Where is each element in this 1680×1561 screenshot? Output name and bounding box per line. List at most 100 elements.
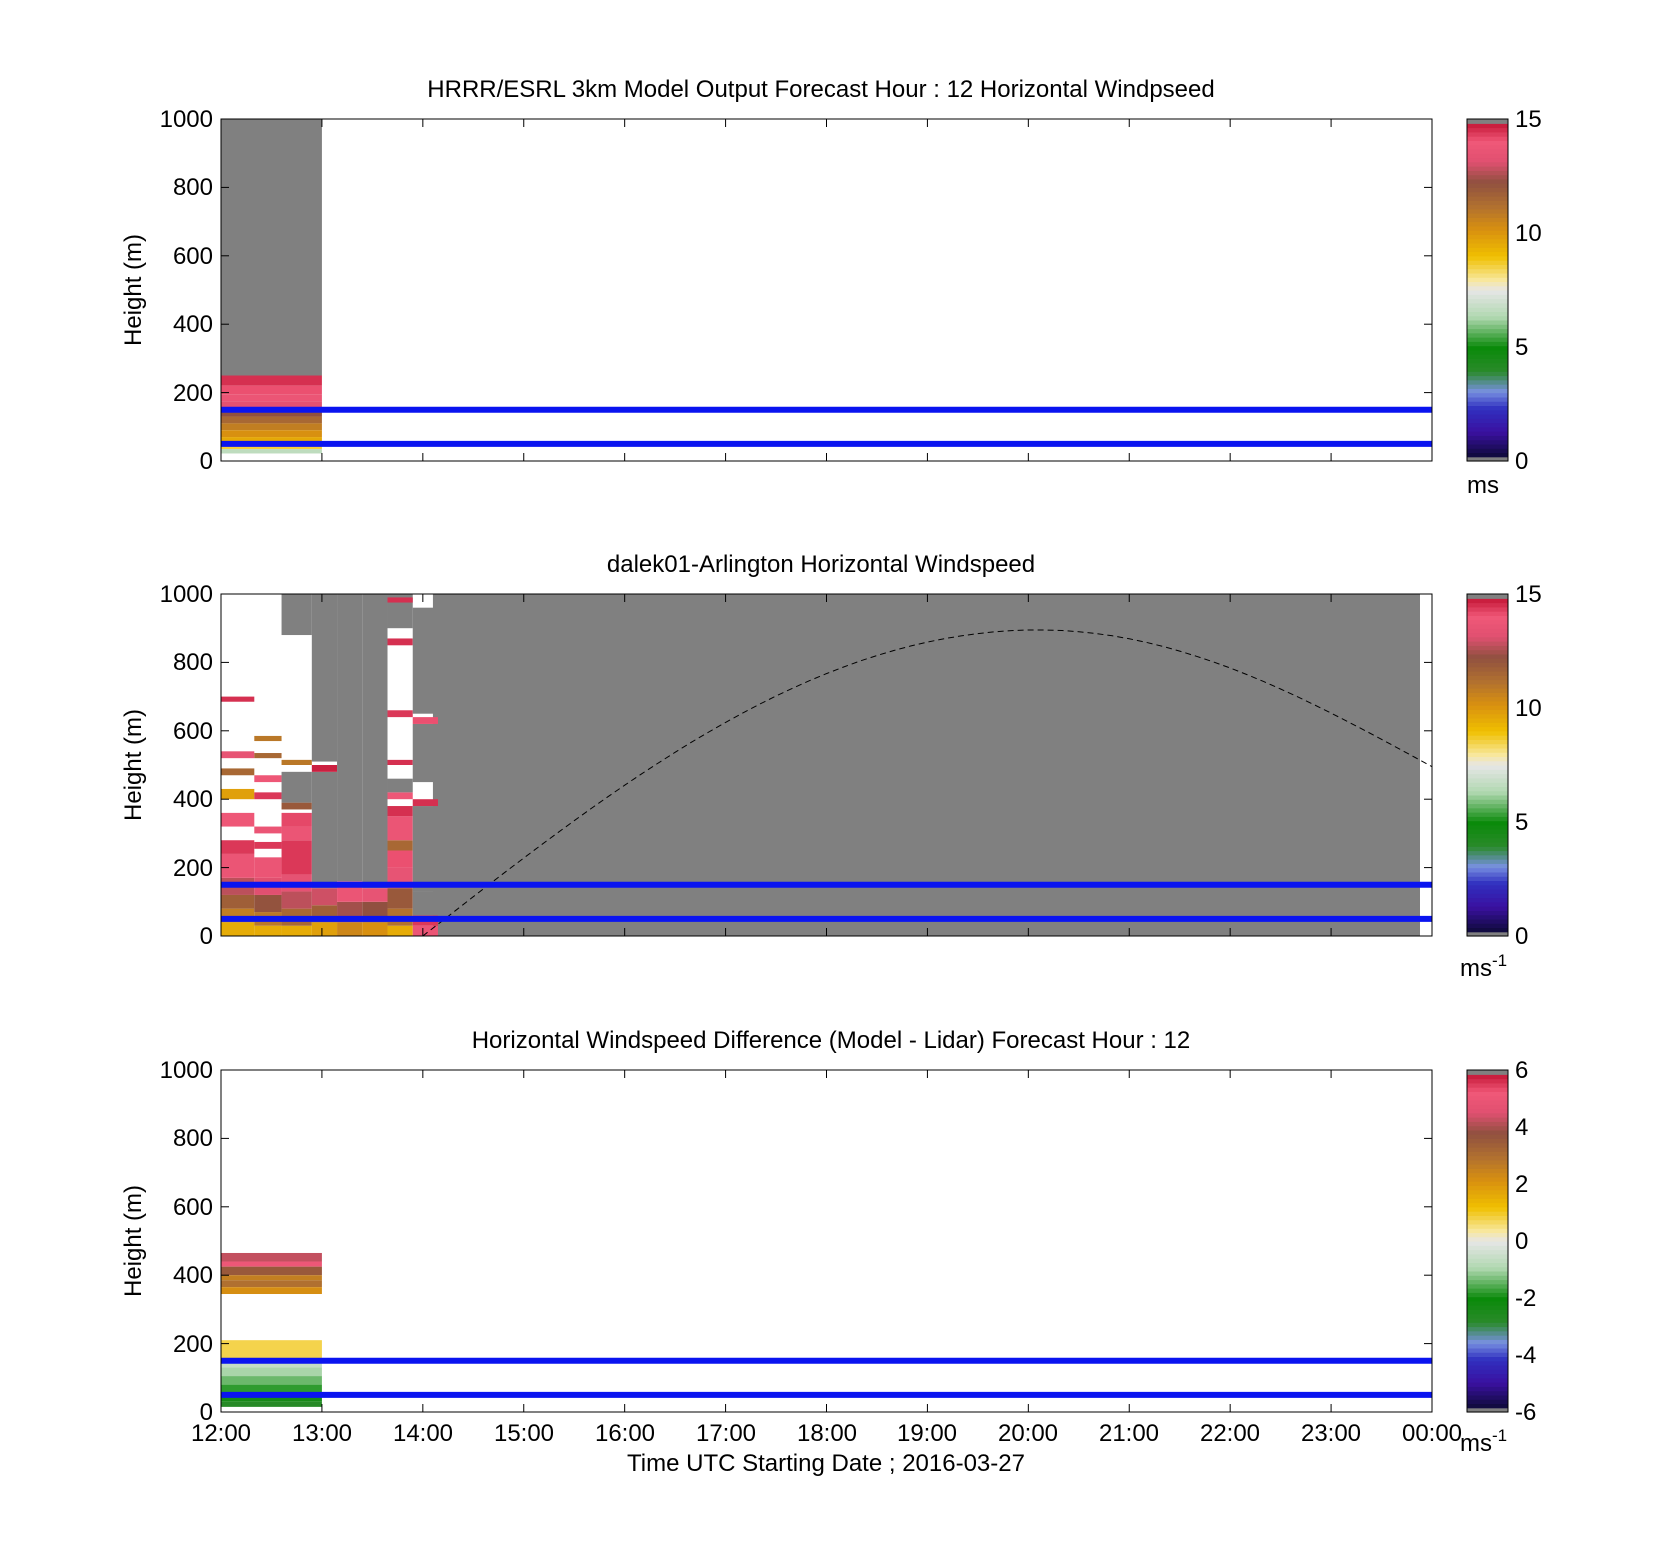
- colorbar-swatch: [1467, 1394, 1508, 1400]
- axes-box: [220, 1069, 1433, 1413]
- heatmap-cell: [387, 850, 413, 868]
- panel-title: Horizontal Windspeed Difference (Model -…: [472, 1027, 1191, 1054]
- panel-title: dalek01-Arlington Horizontal Windspeed: [607, 551, 1035, 578]
- colorbar-swatch: [1467, 328, 1508, 334]
- colorbar-swatch: [1467, 653, 1508, 659]
- colorbar-swatch: [1467, 358, 1508, 364]
- colorbar-swatch: [1467, 200, 1508, 206]
- heatmap-cell: [221, 437, 322, 444]
- colorbar-swatch: [1467, 1407, 1508, 1413]
- colorbar-swatch: [1467, 251, 1508, 257]
- colorbar-swatch: [1467, 619, 1508, 625]
- colorbar-swatch: [1467, 636, 1508, 642]
- colorbar-ticks: -6 -4 -2 0 2 4 6: [1515, 1057, 1536, 1426]
- y-tick-label: 0: [200, 448, 213, 475]
- colorbar-swatch: [1467, 709, 1508, 715]
- colorbar-tick-label: -4: [1515, 1342, 1536, 1369]
- colorbar-swatch: [1467, 876, 1508, 882]
- colorbar-swatch: [1467, 824, 1508, 830]
- colorbar-swatch: [1467, 794, 1508, 800]
- colorbar-swatch: [1467, 906, 1508, 911]
- y-tick-label: 600: [173, 243, 213, 270]
- heatmap-cell: [221, 1261, 322, 1267]
- colorbar-swatch: [1467, 302, 1508, 308]
- y-axis-label: Height (m): [120, 1185, 147, 1297]
- colorbar-swatch: [1467, 1275, 1508, 1281]
- y-tick-label: 200: [173, 1331, 213, 1358]
- x-tick-label: 15:00: [494, 1420, 554, 1447]
- heatmap-cell: [254, 925, 282, 936]
- heatmap-cell: [221, 423, 322, 431]
- colorbar-swatch: [1467, 1309, 1508, 1315]
- colorbar-swatch: [1467, 1151, 1508, 1157]
- colorbar-swatch: [1467, 1112, 1508, 1118]
- colorbar-tick-label: 6: [1515, 1057, 1528, 1084]
- colorbar-swatch: [1467, 623, 1508, 629]
- colorbar-swatch: [1467, 658, 1508, 663]
- colorbar-swatch: [1467, 153, 1508, 159]
- y-ticks: 0 200 400 600 800 1000: [160, 581, 213, 950]
- colorbar-swatch: [1467, 683, 1508, 689]
- heatmap-cell: [311, 922, 338, 936]
- colorbar-swatch: [1467, 178, 1508, 184]
- colorbar-swatch: [1467, 166, 1508, 171]
- colorbar-swatch: [1467, 311, 1508, 317]
- colorbar-swatch: [1467, 760, 1508, 766]
- heatmap-cell: [221, 1340, 322, 1359]
- colorbar-swatch: [1467, 799, 1508, 805]
- heatmap-cell: [221, 1266, 322, 1276]
- colorbar-swatch: [1467, 773, 1508, 779]
- colorbar-swatch: [1467, 375, 1508, 381]
- heatmap-cell: [254, 841, 282, 849]
- heatmap-cell: [221, 696, 255, 702]
- colorbar-box: [1466, 593, 1509, 937]
- plot-area: [220, 1069, 1433, 1413]
- colorbar-swatch: [1467, 645, 1508, 651]
- heatmap-cell: [387, 840, 413, 851]
- colorbar-swatch: [1467, 307, 1508, 312]
- colorbar-swatch: [1467, 700, 1508, 706]
- colorbar-swatch: [1467, 1369, 1508, 1375]
- colorbar-swatch: [1467, 863, 1508, 869]
- colorbar-swatch: [1467, 1258, 1508, 1263]
- colorbar-swatch: [1467, 859, 1508, 864]
- plot-area: [220, 593, 1433, 937]
- colorbar-swatch: [1467, 362, 1508, 368]
- colorbar-swatch: [1467, 606, 1508, 612]
- colorbar-swatch: [1467, 392, 1508, 398]
- colorbar-swatch: [1467, 409, 1508, 415]
- colorbar-swatch: [1467, 884, 1508, 890]
- axes-box: [220, 118, 1433, 462]
- heatmap-cell: [362, 594, 388, 889]
- colorbar-swatch: [1467, 230, 1508, 236]
- colorbar-swatch: [1467, 161, 1508, 167]
- colorbar-swatch: [1467, 298, 1508, 304]
- colorbar-swatch: [1467, 1198, 1508, 1204]
- colorbar-tick-label: 15: [1515, 581, 1542, 608]
- heatmap-cell: [387, 806, 413, 817]
- axes-box: [220, 593, 1433, 937]
- colorbar-swatch: [1467, 272, 1508, 278]
- colorbar-swatch: [1467, 696, 1508, 702]
- colorbar-swatch: [1467, 405, 1508, 411]
- y-tick-label: 0: [200, 1399, 213, 1426]
- colorbar-tick-label: 5: [1515, 334, 1528, 361]
- colorbar-swatch: [1467, 1159, 1508, 1165]
- colorbar-swatch: [1467, 234, 1508, 240]
- y-tick-label: 600: [173, 1194, 213, 1221]
- colorbar-swatch: [1467, 897, 1508, 903]
- heatmap-cell: [387, 888, 413, 909]
- x-tick-label: 21:00: [1099, 1420, 1159, 1447]
- colorbar-swatch: [1467, 341, 1508, 347]
- colorbar-swatch: [1467, 1099, 1508, 1105]
- colorbar-swatch: [1467, 837, 1508, 843]
- heatmap-cell: [221, 894, 255, 909]
- colorbar-swatch: [1467, 1399, 1508, 1405]
- colorbar-swatch: [1467, 1245, 1508, 1251]
- heatmap-cell: [311, 765, 338, 772]
- heatmap-cell: [221, 1384, 322, 1394]
- heatmap-cell: [337, 594, 363, 882]
- heatmap-cell: [412, 925, 438, 936]
- colorbar-swatch: [1467, 285, 1508, 291]
- y-tick-label: 200: [173, 855, 213, 882]
